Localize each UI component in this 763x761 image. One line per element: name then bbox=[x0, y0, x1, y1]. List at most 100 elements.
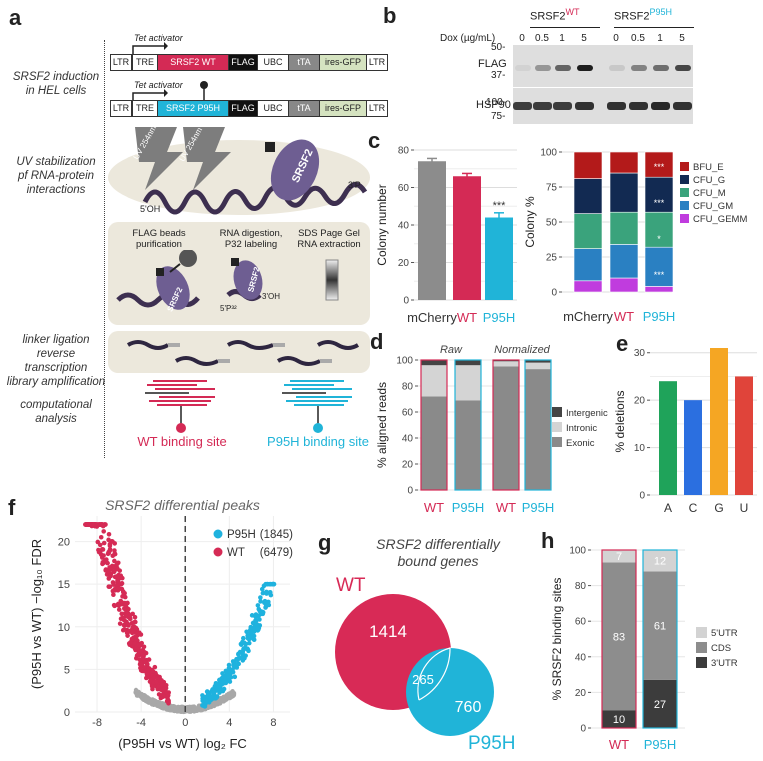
scatter-point-wt bbox=[139, 648, 144, 654]
scatter-point-p95h bbox=[241, 635, 246, 641]
scatter-point-p95h bbox=[268, 581, 273, 587]
y-tick-label: 20 bbox=[634, 396, 646, 407]
scatter-point-ns bbox=[160, 702, 165, 707]
scatter-point-wt bbox=[114, 574, 120, 579]
scatter-point-wt bbox=[132, 614, 138, 620]
y-tick-label: 5 bbox=[64, 664, 70, 676]
y-axis-label: % aligned reads bbox=[375, 382, 389, 468]
hsp90-band bbox=[673, 102, 692, 110]
scatter-point-p95h bbox=[216, 683, 221, 689]
stacked-bar-segment bbox=[421, 365, 447, 397]
stacked-bar-segment bbox=[644, 246, 674, 287]
aligned-reads-chart: 0 20 40 60 80 100 % aligned reads WT P95H WT P95H R… bbox=[375, 344, 608, 515]
construct-part: LTR bbox=[110, 100, 132, 117]
blot-name-flag: FLAG bbox=[478, 58, 507, 70]
scatter-point-p95h bbox=[240, 639, 245, 645]
read-bar bbox=[282, 392, 326, 394]
scatter-point-wt bbox=[134, 653, 140, 658]
construct-part: TRE bbox=[132, 54, 158, 71]
x-tick-label: mCherry bbox=[407, 310, 457, 325]
bar bbox=[418, 161, 446, 300]
scatter-point-wt bbox=[111, 582, 116, 587]
x-tick-label: WT bbox=[614, 309, 634, 324]
scatter-point-ns bbox=[169, 708, 175, 713]
legend-swatch bbox=[680, 188, 689, 197]
y-tick-label: 20 bbox=[575, 688, 587, 699]
purification-diagram bbox=[116, 250, 339, 310]
dose-value: 0 bbox=[519, 33, 525, 44]
panel-letter-g: g bbox=[318, 530, 332, 555]
legend-swatch bbox=[680, 214, 689, 223]
scatter-point-wt bbox=[106, 531, 112, 537]
scatter-point-wt bbox=[112, 587, 117, 592]
scatter-point-p95h bbox=[255, 625, 260, 631]
read-bar bbox=[292, 388, 352, 390]
scatter-point-p95h bbox=[204, 694, 210, 699]
dose-value: 1 bbox=[559, 33, 565, 44]
y-tick-label: 80 bbox=[402, 382, 414, 393]
stacked-bar-segment bbox=[455, 365, 481, 401]
scatter-point-p95h bbox=[262, 600, 267, 606]
blot-hsp90 bbox=[513, 88, 693, 124]
significance-label: *** bbox=[654, 162, 665, 172]
construct-part: FLAG bbox=[228, 100, 258, 117]
legend-swatch bbox=[680, 162, 689, 171]
dose-value: 0.5 bbox=[631, 33, 645, 44]
legend-swatch bbox=[696, 627, 707, 638]
scatter-point-wt bbox=[126, 606, 131, 612]
venn-circle-p95h bbox=[406, 648, 494, 736]
bar bbox=[710, 348, 728, 495]
construct-part: UBC bbox=[257, 100, 289, 117]
y-tick-label: 80 bbox=[575, 581, 587, 592]
uv-bolt-icon bbox=[135, 127, 183, 190]
y-tick-label: 40 bbox=[402, 434, 414, 445]
label-3oh: 3'OH bbox=[262, 292, 280, 301]
scatter-point-p95h bbox=[271, 581, 277, 587]
x-tick-label: U bbox=[740, 501, 749, 515]
scatter-point-wt bbox=[116, 607, 122, 612]
stacked-bar-segment bbox=[493, 361, 519, 367]
stacked-bar-segment bbox=[573, 213, 603, 249]
step-label-flag: FLAG beads purification bbox=[132, 228, 186, 250]
scatter-point-wt bbox=[114, 562, 119, 568]
y-tick-label: 0 bbox=[403, 296, 409, 307]
b-wt-line bbox=[530, 27, 600, 28]
stacked-bar-segment bbox=[602, 562, 636, 711]
y-tick-label: 40 bbox=[575, 652, 587, 663]
scatter-point-p95h bbox=[225, 673, 231, 679]
scatter-point-wt bbox=[100, 561, 105, 567]
srsf2-protein-icon bbox=[270, 139, 320, 201]
tet-arrow-2 bbox=[132, 89, 168, 103]
scatter-point-wt bbox=[104, 557, 109, 562]
venn-count-overlap: 265 bbox=[412, 672, 434, 687]
bar bbox=[684, 400, 702, 495]
read-bar bbox=[286, 400, 348, 402]
bar-outline bbox=[601, 549, 637, 729]
construct-part: FLAG bbox=[228, 54, 258, 71]
scatter-point-wt bbox=[97, 542, 103, 548]
stacked-bar-segment bbox=[573, 151, 603, 179]
a-divider bbox=[104, 40, 105, 458]
rna-5oh-label: 5'OH bbox=[140, 204, 161, 214]
tet-activator-label-2: Tet activator bbox=[134, 80, 183, 90]
hsp90-band bbox=[533, 102, 552, 110]
scatter-point-wt bbox=[98, 534, 104, 540]
data-label: 10 bbox=[613, 714, 625, 726]
flag-band bbox=[515, 65, 531, 71]
y-tick-label: 0 bbox=[407, 486, 413, 497]
ladder-50: 50- bbox=[491, 42, 506, 53]
data-label: 83 bbox=[613, 631, 625, 643]
scatter-point-p95h bbox=[258, 599, 263, 604]
scatter-point-p95h bbox=[258, 595, 263, 600]
binding-sites-chart: 0 20 40 60 80 100 % SRSF2 binding sites 10 83 7 WT… bbox=[550, 546, 738, 753]
wt-binding-site-label: WT binding site bbox=[137, 434, 227, 449]
y-tick-label: 0 bbox=[639, 491, 645, 502]
venn-label-wt: WT bbox=[336, 575, 366, 596]
srsf2-protein-icon bbox=[233, 260, 263, 300]
scatter-point-wt bbox=[123, 603, 128, 608]
read-bar bbox=[153, 380, 207, 382]
stacked-bar-segment bbox=[644, 286, 674, 293]
scatter-point-wt bbox=[154, 679, 159, 684]
scatter-point-wt bbox=[111, 592, 116, 598]
y-tick-label: 100 bbox=[540, 148, 557, 159]
